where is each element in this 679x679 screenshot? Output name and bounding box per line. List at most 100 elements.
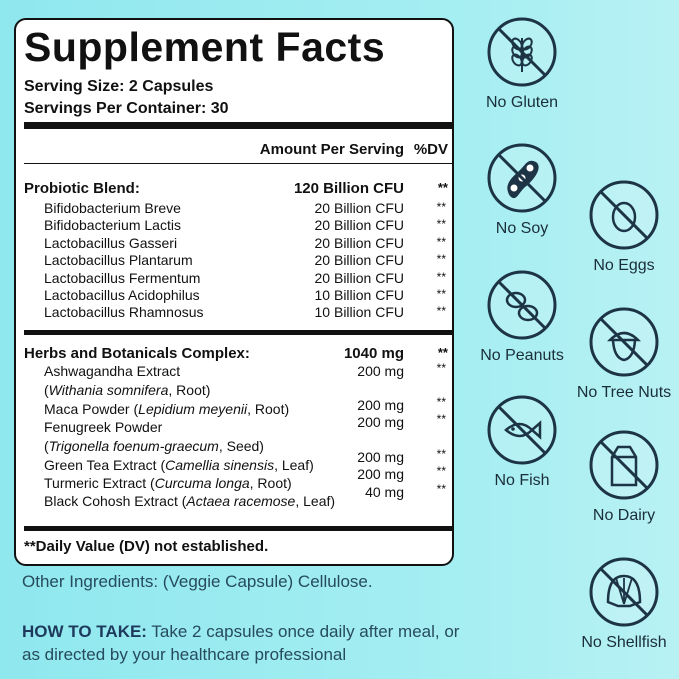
ingredient-dv: **	[436, 412, 446, 426]
badge-label: No Tree Nuts	[577, 384, 671, 401]
icon-shape	[505, 291, 527, 309]
badge-slash	[497, 405, 547, 455]
ingredient-name: (Withania somnifera, Root)	[44, 382, 210, 398]
ingredient-dv: **	[436, 464, 446, 478]
icon-shape	[615, 577, 625, 605]
segment: Trigonella foenum-graecum	[48, 438, 219, 454]
badge-label: No Dairy	[593, 507, 655, 524]
thin-rule	[24, 163, 452, 164]
badge-slash	[497, 153, 547, 203]
icon-shape	[606, 331, 642, 342]
ingredient-amount: 200 mg	[357, 449, 404, 465]
other-ingredients: Other Ingredients: (Veggie Capsule) Cell…	[22, 572, 373, 591]
thick-rule	[24, 122, 452, 129]
ingredient-name: Bifidobacterium Lactis	[44, 217, 181, 234]
badge: No Gluten	[486, 17, 558, 111]
icon-shape	[611, 201, 637, 233]
segment: , Leaf)	[274, 457, 314, 473]
badge-slash	[497, 27, 547, 77]
footnote: **Daily Value (DV) not established.	[24, 538, 269, 555]
segment: Camellia sinensis	[165, 457, 275, 473]
badge-label: No Eggs	[593, 257, 654, 274]
badge: No Soy	[487, 143, 557, 237]
segment: Green Tea Extract (	[44, 457, 166, 473]
ingredient-amount: 10 Billion CFU	[314, 287, 404, 303]
segment: Turmeric Extract (	[44, 475, 155, 491]
ingredient-name: Lactobacillus Fermentum	[44, 269, 201, 286]
ingredient-name: Lactobacillus Gasseri	[44, 234, 178, 251]
blend-amount: 120 Billion CFU	[293, 180, 404, 197]
badge: No Fish	[487, 395, 557, 489]
badge-slash	[497, 280, 547, 330]
ingredient-name: Maca Powder (Lepidium meyenii, Root)	[44, 401, 289, 417]
ingredient-amount: 20 Billion CFU	[314, 200, 404, 216]
segment: (	[44, 382, 49, 398]
amount-header: Amount Per Serving	[259, 141, 404, 158]
thick-rule	[24, 330, 452, 335]
segment: Withania somnifera	[48, 382, 169, 398]
ingredient-dv: **	[436, 200, 446, 214]
ingredient-dv: **	[436, 482, 446, 496]
ingredient-name: Black Cohosh Extract (Actaea racemose, L…	[44, 493, 335, 509]
segment: Curcuma longa	[154, 475, 250, 491]
ingredient-dv: **	[436, 269, 446, 284]
badge-slash	[599, 317, 649, 367]
complex-dv: **	[437, 345, 448, 360]
thick-rule	[24, 526, 452, 531]
segment: Ashwagandha Extract	[44, 363, 181, 379]
badge-label: No Shellfish	[581, 634, 666, 651]
segment: , Root)	[168, 382, 211, 398]
badge-slash	[599, 190, 649, 240]
badge: No Peanuts	[480, 270, 564, 364]
badge: No Shellfish	[581, 557, 667, 651]
badge-slash	[599, 440, 649, 490]
panel-title: Supplement Facts	[24, 24, 386, 70]
ingredient-dv: **	[436, 395, 446, 409]
ingredient-dv: **	[436, 447, 446, 461]
ingredient-amount: 20 Billion CFU	[314, 234, 404, 251]
ingredient-amount: 10 Billion CFU	[314, 304, 404, 321]
ingredient-dv: **	[436, 217, 446, 232]
badge-slash	[599, 567, 649, 617]
badge-label: No Fish	[494, 472, 549, 489]
segment: Fenugreek Powder	[44, 419, 163, 435]
ingredient-name: Bifidobacterium Breve	[44, 200, 181, 216]
icon-shape	[510, 184, 518, 192]
badge-label: No Gluten	[486, 94, 558, 111]
how-to-take-label: HOW TO TAKE:	[22, 622, 147, 641]
blend-name: Probiotic Blend:	[24, 180, 140, 197]
ingredient-name: Lactobacillus Rhamnosus	[44, 304, 204, 321]
segment: Actaea racemose	[186, 493, 296, 509]
segment: (	[44, 438, 49, 454]
segment: Lepidium meyenii	[138, 401, 248, 417]
ingredient-dv: **	[436, 304, 446, 319]
complex-amount: 1040 mg	[343, 345, 404, 362]
segment: , Seed)	[218, 438, 264, 454]
how-to-take-text: Take 2 capsules once daily after meal, o…	[22, 622, 460, 664]
icon-shape	[623, 577, 633, 605]
ingredient-name: (Trigonella foenum-graecum, Seed)	[44, 438, 264, 454]
dv-header: %DV	[413, 141, 448, 158]
complex-name: Herbs and Botanicals Complex:	[24, 345, 250, 362]
ingredient-name: Lactobacillus Plantarum	[44, 252, 193, 269]
segment: , Leaf)	[295, 493, 336, 509]
blend-dv: **	[437, 180, 448, 195]
ingredient-amount: 200 mg	[357, 397, 404, 413]
segment: , Root)	[249, 475, 292, 491]
ingredient-dv: **	[436, 252, 446, 267]
segment: Black Cohosh Extract (	[44, 493, 187, 509]
ingredient-amount: 40 mg	[365, 484, 404, 500]
serving-size: Serving Size: 2 Capsules	[24, 78, 214, 95]
supplement-facts-panel: Supplement Facts Serving Size: 2 Capsule…	[14, 18, 454, 566]
ingredient-name: Lactobacillus Acidophilus	[44, 287, 200, 303]
icon-shape	[526, 164, 534, 172]
ingredient-name: Ashwagandha Extract	[44, 363, 180, 379]
badge: No Eggs	[589, 180, 659, 274]
ingredient-dv: **	[436, 234, 446, 249]
ingredient-amount: 20 Billion CFU	[314, 269, 404, 286]
ingredient-dv: **	[436, 287, 446, 301]
ingredient-name: Green Tea Extract (Camellia sinensis, Le…	[44, 457, 314, 473]
icon-shape	[611, 339, 637, 362]
